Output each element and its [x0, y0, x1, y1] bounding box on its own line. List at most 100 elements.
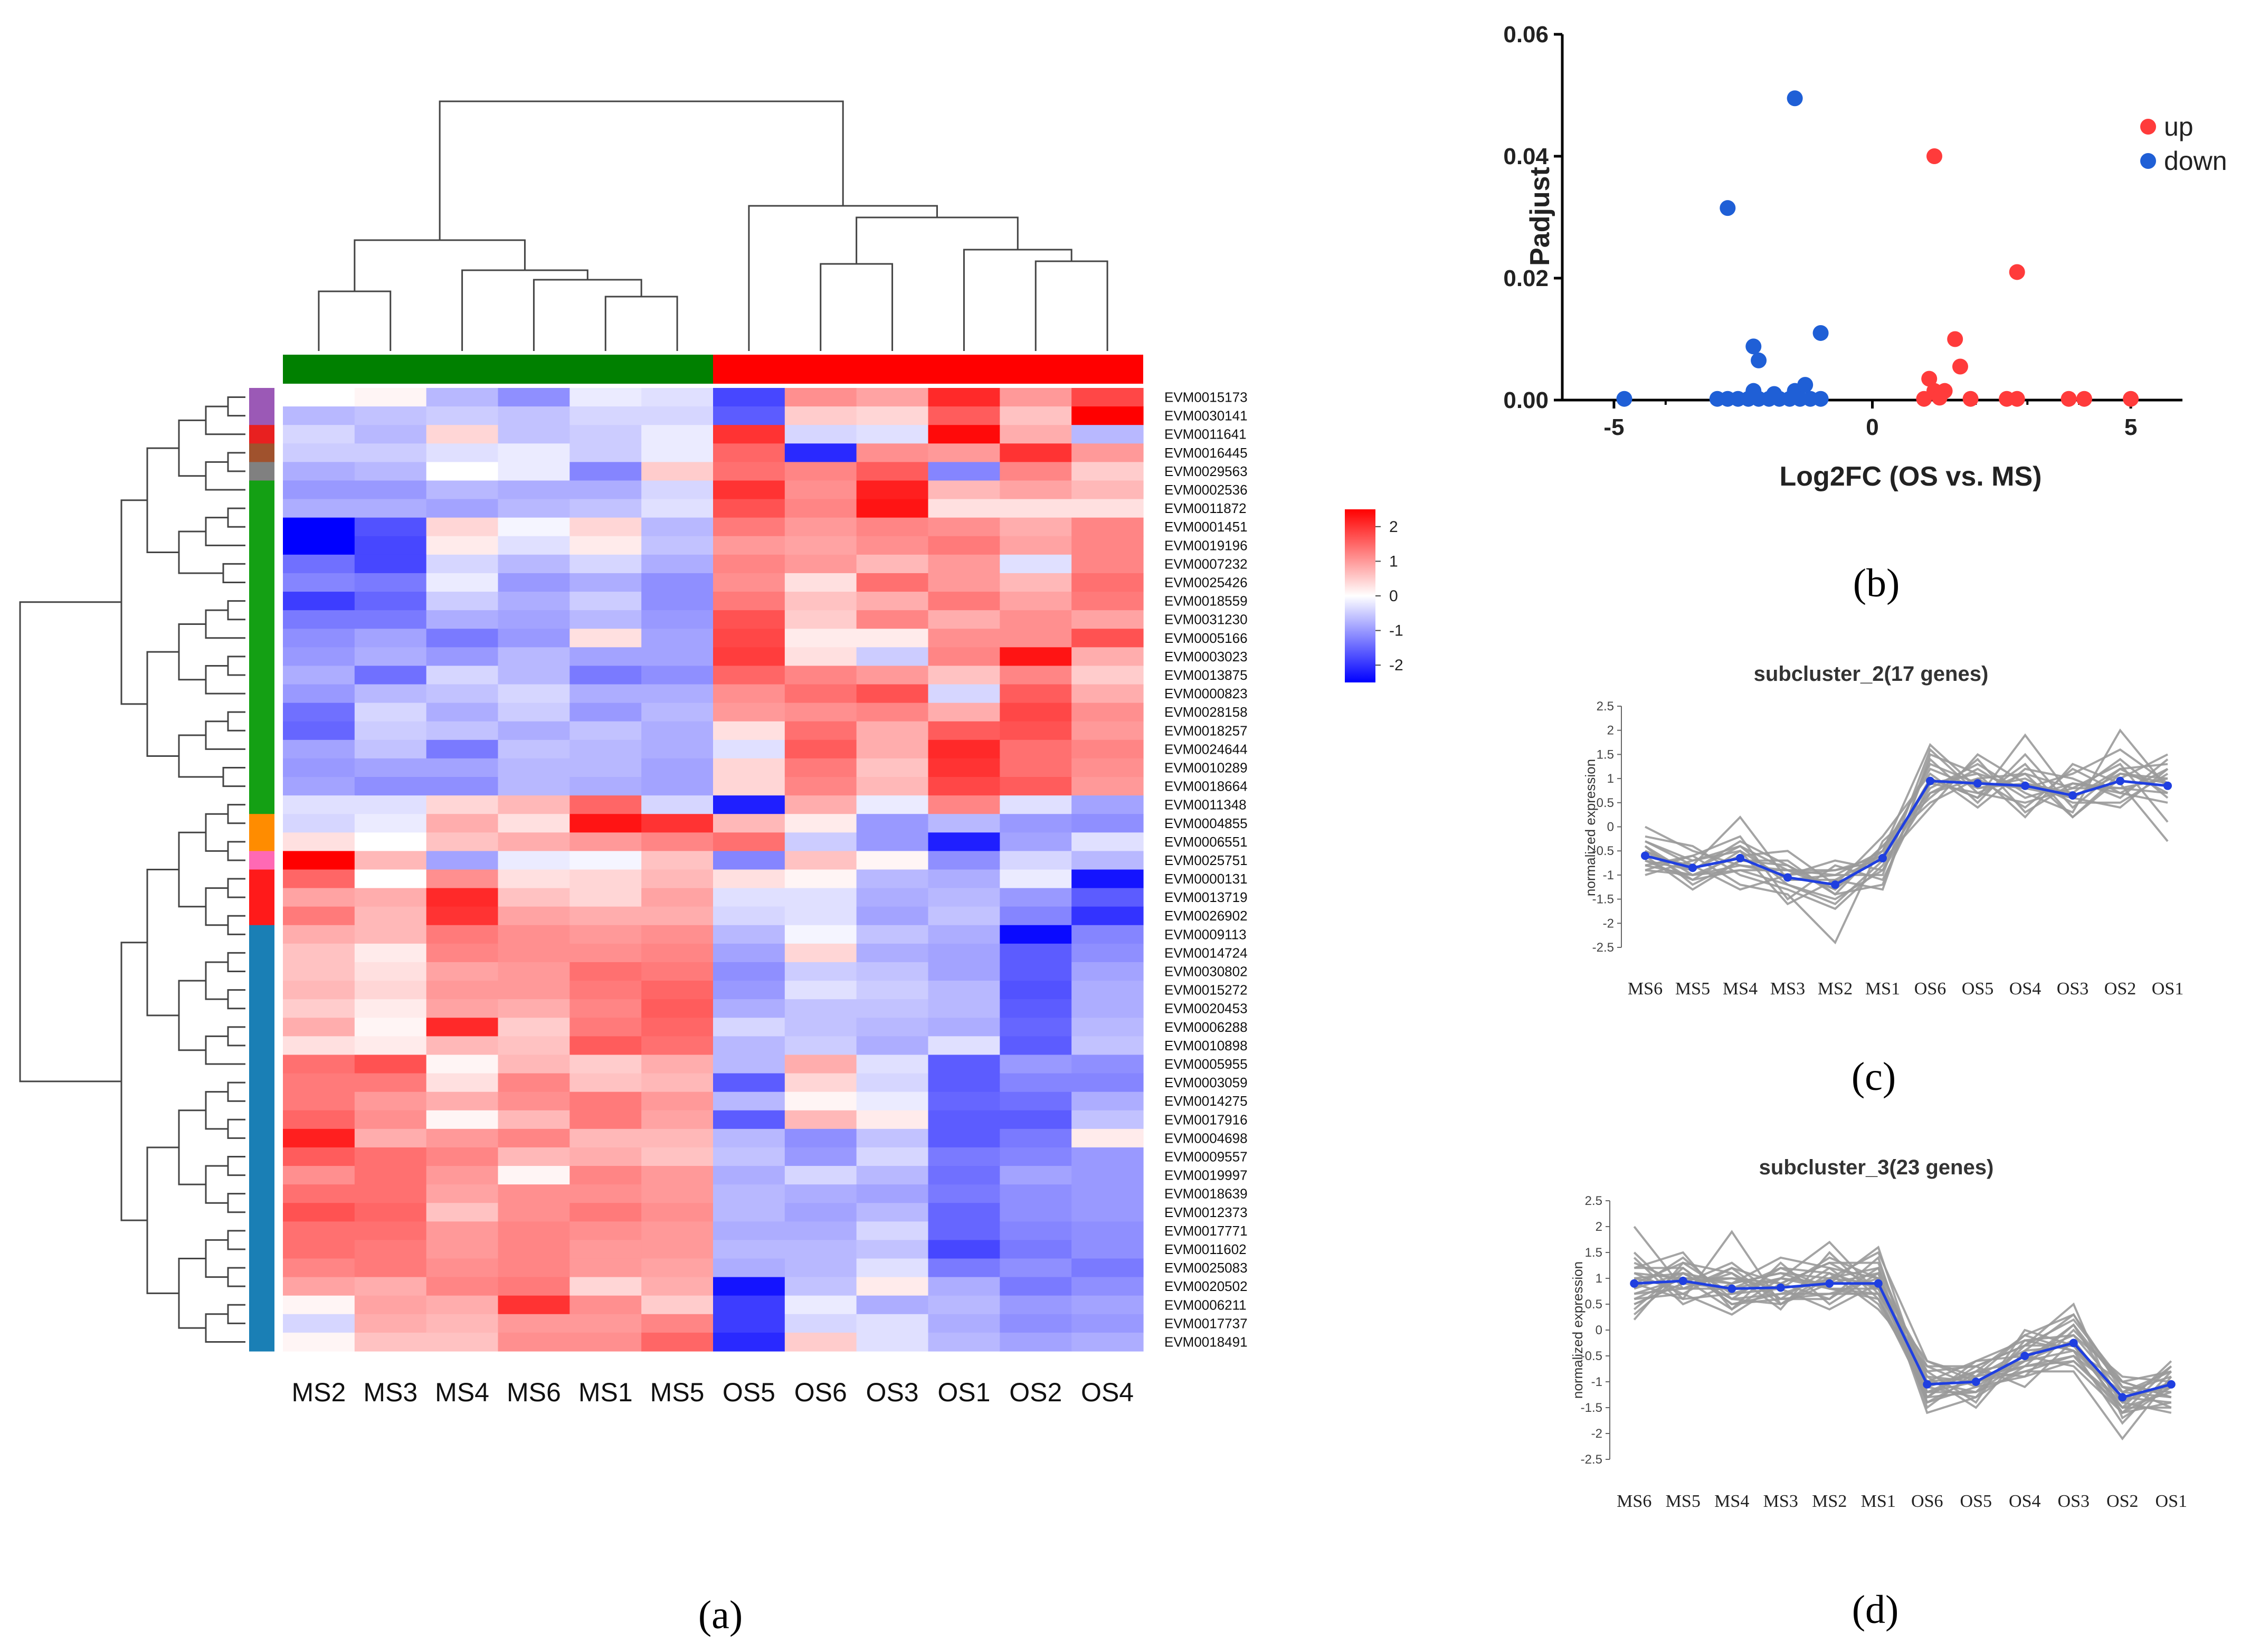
- heatmap-cell: [713, 851, 785, 870]
- heatmap-cell: [1071, 1128, 1144, 1148]
- heatmap-cell: [1071, 1166, 1144, 1185]
- heatmap-cell: [784, 592, 857, 611]
- heatmap-cell: [426, 851, 499, 870]
- heatmap-cell: [856, 702, 929, 722]
- heatmap-cell: [283, 666, 355, 685]
- heatmap-cell: [856, 1258, 929, 1278]
- heatmap-cell: [928, 814, 1000, 833]
- row-cluster-bar: [249, 388, 274, 1352]
- heatmap-cell: [569, 1055, 642, 1074]
- heatmap-cell: [1071, 1018, 1144, 1037]
- heatmap-cell: [498, 517, 570, 537]
- legend-tick-label: -2: [1389, 657, 1403, 674]
- heatmap-cell: [1071, 480, 1144, 500]
- heatmap-row-label: EVM0006288: [1164, 1019, 1248, 1035]
- heatmap-cell: [498, 1314, 570, 1333]
- heatmap-cell: [354, 739, 427, 759]
- color-scale-legend: 2 1 0 -1 -2: [1345, 509, 1403, 682]
- heatmap-cell: [713, 702, 785, 722]
- row-dendrogram-link: [222, 766, 245, 787]
- legend-tick-label: -1: [1389, 622, 1403, 640]
- heatmap-cell: [641, 462, 714, 481]
- heatmap-cell: [426, 1110, 499, 1129]
- heatmap-cell: [498, 962, 570, 981]
- heatmap-cell: [784, 554, 857, 574]
- heatmap-cell: [498, 480, 570, 500]
- heatmap-cell: [784, 1073, 857, 1093]
- column-dendrogram-link: [533, 279, 642, 351]
- heatmap-cell: [569, 462, 642, 481]
- heatmap-cell: [856, 758, 929, 777]
- mean-expression-point: [2021, 781, 2029, 790]
- line-chart-title-c: subcluster_2(17 genes): [1754, 662, 1989, 686]
- heatmap-cell: [784, 1203, 857, 1222]
- heatmap-cell: [1000, 443, 1072, 462]
- line-chart-x-tick-label: MS1: [1861, 1492, 1896, 1511]
- scatter-point-down: [1616, 391, 1632, 407]
- heatmap-cell: [283, 425, 355, 444]
- heatmap-cell: [784, 1091, 857, 1111]
- line-chart-y-tick-label: -0.5: [1581, 1349, 1602, 1363]
- heatmap-cell: [498, 684, 570, 704]
- heatmap-cell: [784, 610, 857, 629]
- heatmap-cell: [354, 1203, 427, 1222]
- heatmap-cell: [1071, 610, 1144, 629]
- heatmap-cell: [354, 684, 427, 704]
- heatmap-cell: [354, 795, 427, 814]
- scatter-point-down: [1745, 383, 1762, 399]
- heatmap-cell: [641, 1203, 714, 1222]
- heatmap-cell: [856, 739, 929, 759]
- heatmap-cell: [928, 592, 1000, 611]
- heatmap-cell: [928, 684, 1000, 704]
- heatmap-cell: [928, 1184, 1000, 1203]
- heatmap-cell: [928, 702, 1000, 722]
- heatmap-cell: [426, 888, 499, 907]
- line-chart-x-tick-label: OS4: [2009, 1492, 2040, 1511]
- heatmap-cell: [856, 832, 929, 852]
- heatmap-cell: [713, 925, 785, 944]
- heatmap-cell: [856, 573, 929, 592]
- heatmap-cell: [498, 1258, 570, 1278]
- heatmap-row-label: EVM0000823: [1164, 686, 1248, 701]
- heatmap-cell: [569, 592, 642, 611]
- heatmap-cell: [426, 1036, 499, 1056]
- heatmap-cell: [569, 388, 642, 407]
- heatmap-cell: [641, 1240, 714, 1259]
- heatmap-cell: [1071, 554, 1144, 574]
- heatmap-cell: [1000, 777, 1072, 796]
- row-dendrogram-link: [205, 961, 228, 1000]
- line-chart-y-tick-label: -1: [1603, 868, 1614, 882]
- heatmap-cell: [498, 666, 570, 685]
- heatmap-cell: [283, 1258, 355, 1278]
- heatmap-cell: [713, 1018, 785, 1037]
- heatmap-cell: [426, 1221, 499, 1241]
- heatmap-cell: [1000, 721, 1072, 740]
- mean-expression-point: [2069, 1338, 2078, 1347]
- scatter-x-tick-label: 5: [2124, 414, 2137, 440]
- heatmap-cell: [856, 721, 929, 740]
- heatmap-cell: [713, 480, 785, 500]
- row-dendrogram-link: [205, 1239, 228, 1278]
- heatmap-cell: [1000, 981, 1072, 1000]
- line-chart-x-tick-label: MS4: [1723, 979, 1758, 999]
- mean-expression-point: [2020, 1352, 2029, 1360]
- heatmap-row-label: EVM0018257: [1164, 723, 1248, 738]
- row-dendrogram-link: [178, 1258, 206, 1329]
- heatmap-cell: [498, 462, 570, 481]
- heatmap-cell: [713, 721, 785, 740]
- heatmap-cell: [426, 758, 499, 777]
- heatmap-cell: [1000, 925, 1072, 944]
- heatmap-cell: [641, 666, 714, 685]
- heatmap-cell: [856, 629, 929, 648]
- mean-expression-point: [1736, 853, 1744, 862]
- heatmap-cell: [928, 1147, 1000, 1166]
- line-chart-y-tick-label: -1.5: [1581, 1401, 1602, 1415]
- mean-expression-point: [1783, 873, 1792, 882]
- heatmap-cell: [928, 795, 1000, 814]
- heatmap-cell: [354, 425, 427, 444]
- line-chart-y-tick-label: 1.5: [1597, 747, 1614, 762]
- heatmap-cell: [1071, 832, 1144, 852]
- line-chart-y-tick-label: 0: [1596, 1323, 1602, 1337]
- heatmap-cell: [569, 629, 642, 648]
- line-chart-y-tick-label: 2: [1596, 1220, 1602, 1234]
